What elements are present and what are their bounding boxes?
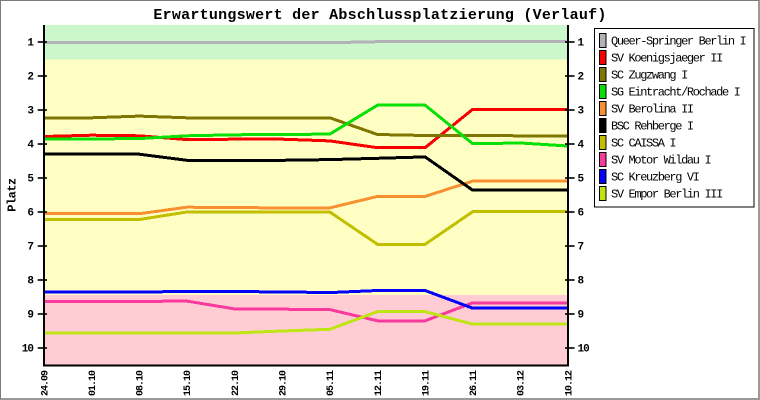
svg-text:4: 4 bbox=[27, 140, 34, 152]
svg-text:26.11: 26.11 bbox=[469, 370, 480, 396]
svg-text:SV Motor Wildau I: SV Motor Wildau I bbox=[611, 153, 710, 167]
svg-text:SV Koenigsjaeger II: SV Koenigsjaeger II bbox=[611, 51, 722, 65]
svg-text:03.12: 03.12 bbox=[517, 370, 528, 396]
svg-text:19.11: 19.11 bbox=[421, 370, 432, 396]
svg-text:5: 5 bbox=[27, 174, 34, 186]
svg-text:29.10: 29.10 bbox=[279, 370, 290, 396]
svg-text:6: 6 bbox=[578, 208, 584, 220]
svg-text:Platz: Platz bbox=[6, 178, 20, 212]
svg-text:10: 10 bbox=[22, 344, 34, 356]
svg-text:7: 7 bbox=[27, 242, 33, 254]
svg-text:4: 4 bbox=[578, 140, 585, 152]
svg-text:SG Eintracht/Rochade I: SG Eintracht/Rochade I bbox=[611, 85, 740, 99]
svg-text:15.10: 15.10 bbox=[183, 370, 194, 396]
svg-text:8: 8 bbox=[27, 276, 34, 288]
svg-text:10: 10 bbox=[578, 344, 590, 356]
svg-text:01.10: 01.10 bbox=[88, 370, 99, 396]
svg-text:9: 9 bbox=[27, 310, 33, 322]
svg-text:1: 1 bbox=[27, 38, 34, 50]
svg-text:8: 8 bbox=[578, 276, 585, 288]
svg-text:SC CAISSA I: SC CAISSA I bbox=[611, 136, 675, 150]
svg-text:12.11: 12.11 bbox=[374, 370, 385, 396]
svg-text:05.11: 05.11 bbox=[326, 370, 337, 396]
svg-text:Erwartungswert der Abschlusspl: Erwartungswert der Abschlussplatzierung … bbox=[153, 7, 606, 24]
svg-text:Queer-Springer Berlin I: Queer-Springer Berlin I bbox=[611, 34, 746, 48]
svg-text:2: 2 bbox=[578, 72, 584, 84]
svg-text:SV Berolina II: SV Berolina II bbox=[611, 102, 693, 116]
svg-text:3: 3 bbox=[578, 106, 585, 118]
svg-text:22.10: 22.10 bbox=[231, 370, 242, 396]
svg-text:SC Kreuzberg VI: SC Kreuzberg VI bbox=[611, 170, 699, 184]
svg-text:7: 7 bbox=[578, 242, 584, 254]
svg-text:5: 5 bbox=[578, 174, 585, 186]
svg-text:9: 9 bbox=[578, 310, 584, 322]
svg-text:08.10: 08.10 bbox=[136, 370, 147, 396]
svg-text:10.12: 10.12 bbox=[564, 370, 575, 396]
svg-text:BSC Rehberge I: BSC Rehberge I bbox=[611, 119, 693, 133]
svg-text:SC Zugzwang I: SC Zugzwang I bbox=[611, 68, 687, 82]
svg-text:SV Empor Berlin III: SV Empor Berlin III bbox=[611, 187, 722, 201]
svg-text:2: 2 bbox=[27, 72, 33, 84]
svg-text:6: 6 bbox=[27, 208, 33, 220]
svg-text:1: 1 bbox=[578, 38, 585, 50]
svg-text:24.09: 24.09 bbox=[40, 370, 51, 396]
svg-text:3: 3 bbox=[27, 106, 34, 118]
